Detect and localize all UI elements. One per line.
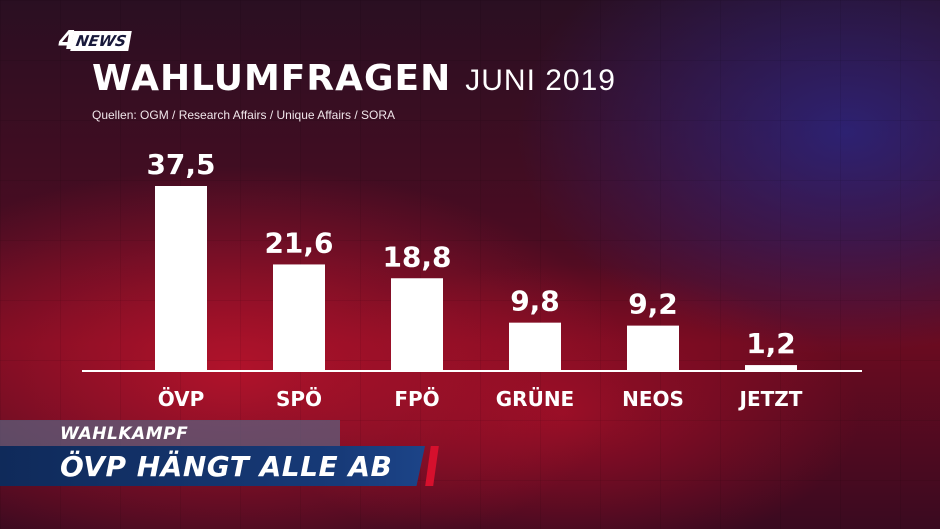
bar-neos — [627, 325, 679, 371]
bar-spö — [273, 264, 325, 371]
lower-third-headline: ÖVP HÄNGT ALLE AB — [60, 450, 393, 483]
category-label-neos: NEOS — [622, 387, 684, 411]
data-label-grüne: 9,8 — [510, 285, 560, 318]
bar-övp — [155, 186, 207, 371]
category-label-jetzt: JETZT — [738, 387, 803, 411]
bar-jetzt — [745, 365, 797, 371]
chart-title: WAHLUMFRAGEN — [92, 58, 452, 99]
data-label-spö: 21,6 — [264, 226, 333, 259]
category-label-spö: SPÖ — [276, 387, 322, 411]
category-label-övp: ÖVP — [158, 387, 205, 411]
category-label-fpö: FPÖ — [394, 387, 439, 411]
category-label-grüne: GRÜNE — [496, 387, 574, 411]
data-label-neos: 9,2 — [628, 288, 678, 321]
lower-third-kicker-bar — [0, 420, 340, 446]
lower-third-kicker: WAHLKAMPF — [60, 424, 189, 444]
bar-fpö — [391, 278, 443, 371]
data-label-jetzt: 1,2 — [746, 327, 796, 360]
lower-third-headline-bar — [0, 446, 425, 486]
chart-header: WAHLUMFRAGEN JUNI 2019 — [92, 58, 616, 99]
bar-grüne — [509, 322, 561, 371]
data-label-övp: 37,5 — [146, 148, 215, 181]
data-label-fpö: 18,8 — [382, 240, 451, 273]
chart-subtitle: JUNI 2019 — [465, 64, 616, 97]
chart-sources: Quellen: OGM / Research Affairs / Unique… — [92, 108, 396, 122]
